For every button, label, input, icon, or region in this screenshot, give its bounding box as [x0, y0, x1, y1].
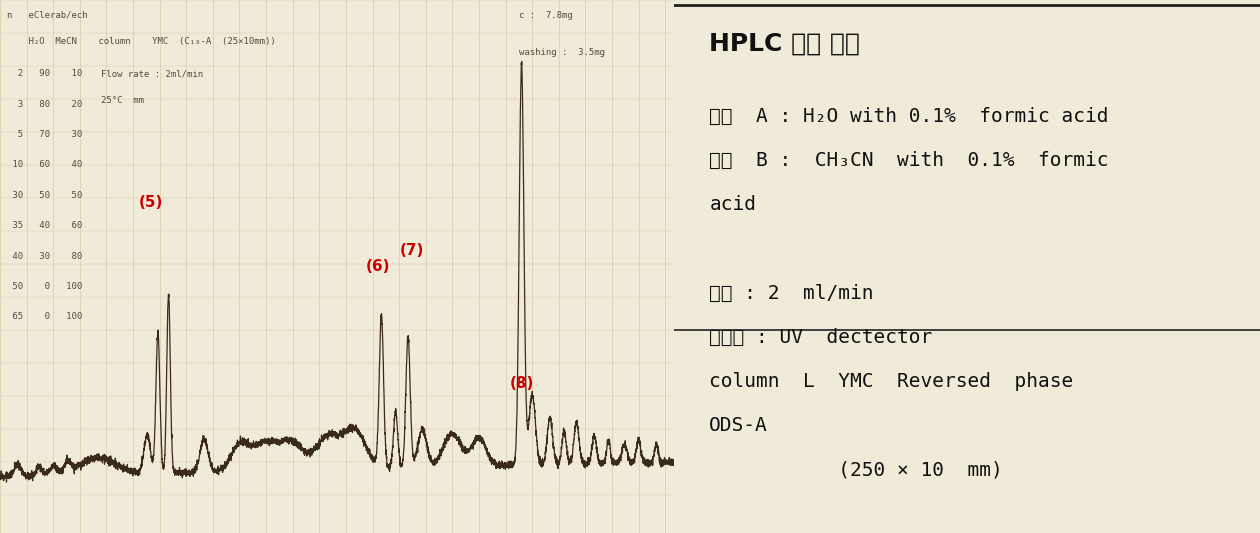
Text: H₂O  MeCN    column    YMC  (C₁₈-A  (25×10mm)): H₂O MeCN column YMC (C₁₈-A (25×10mm)) [6, 37, 276, 46]
Text: c :  7.8mg: c : 7.8mg [519, 11, 573, 20]
Text: 유속 : 2  ml/min: 유속 : 2 ml/min [709, 284, 873, 303]
Text: 65    0   100: 65 0 100 [6, 312, 82, 321]
Text: 10   60    40: 10 60 40 [6, 160, 82, 169]
Text: (5): (5) [139, 195, 163, 210]
Text: (8): (8) [509, 376, 534, 391]
Text: 25°C  mm: 25°C mm [101, 96, 144, 105]
Text: (250 × 10  mm): (250 × 10 mm) [709, 461, 1003, 480]
Text: 5   70    30: 5 70 30 [6, 130, 82, 139]
Text: 3   80    20: 3 80 20 [6, 100, 82, 109]
Text: 검출기 : UV  dectector: 검출기 : UV dectector [709, 328, 932, 347]
Text: (7): (7) [399, 243, 423, 258]
Text: HPLC 실험 조건: HPLC 실험 조건 [709, 32, 861, 56]
Text: 용매  B :  CH₃CN  with  0.1%  formic: 용매 B : CH₃CN with 0.1% formic [709, 151, 1109, 170]
Text: 30   50    50: 30 50 50 [6, 191, 82, 200]
Text: washing :  3.5mg: washing : 3.5mg [519, 48, 605, 57]
Text: n   eClerab/ech: n eClerab/ech [6, 11, 87, 20]
Text: 2   90    10: 2 90 10 [6, 69, 82, 78]
Text: 용매  A : H₂O with 0.1%  formic acid: 용매 A : H₂O with 0.1% formic acid [709, 107, 1109, 126]
Text: 35   40    60: 35 40 60 [6, 221, 82, 230]
Text: ODS-A: ODS-A [709, 416, 769, 435]
Text: (6): (6) [365, 259, 391, 274]
Text: 50    0   100: 50 0 100 [6, 282, 82, 291]
Text: column  L  YMC  Reversed  phase: column L YMC Reversed phase [709, 372, 1074, 391]
Text: Flow rate : 2ml/min: Flow rate : 2ml/min [101, 69, 203, 78]
Text: acid: acid [709, 195, 756, 214]
Text: 40   30    80: 40 30 80 [6, 252, 82, 261]
